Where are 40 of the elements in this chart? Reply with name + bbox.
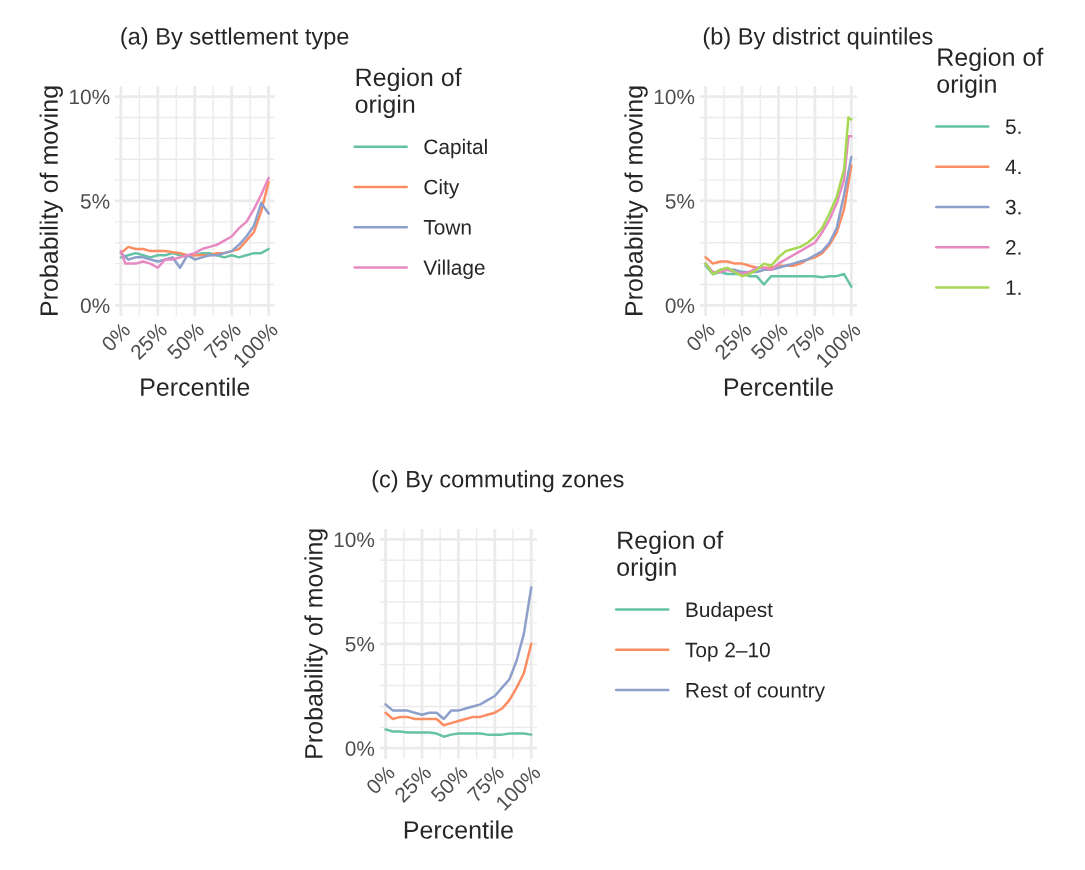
chart-title: (c) By commuting zones [372,470,624,493]
y-tick-label: 0% [665,298,695,314]
y-tick-label: 10% [334,532,375,548]
x-axis-title: Percentile [404,820,513,839]
x-tick-label: 0% [685,321,716,353]
legend-label: Budapest [686,601,773,622]
y-tick-label: 5% [80,194,110,209]
y-tick-label: 5% [665,194,695,209]
x-tick-label: 0% [100,321,132,353]
legend-label: 3. [1005,199,1021,215]
line-series [384,586,533,721]
legend-label: Capital [424,138,487,159]
x-axis-title: Percentile [141,377,250,396]
y-axis-title: Probability of moving [304,529,328,758]
legend-label: City [424,179,460,199]
legend-title: Region of origin [355,67,462,119]
line-series [119,176,270,270]
legend-label: Top 2–10 [685,642,770,662]
legend-label: 2. [1006,240,1021,255]
y-tick-label: 10% [70,89,110,105]
legend-label: 5. [1005,119,1021,135]
x-axis-title: Percentile [724,377,833,396]
legend-label: 1. [1006,280,1021,295]
chart-title: (a) By settlement type [121,27,349,50]
legend-label: Town [423,220,471,235]
legend-label: Rest of country [686,682,826,702]
line-series [384,728,533,738]
y-axis-title: Probability of moving [624,86,648,315]
legend-title: Region of origin [617,530,724,581]
chart-title: (b) By district quintiles [703,27,933,50]
y-tick-label: 10% [654,89,695,105]
x-tick-label: 0% [365,764,396,796]
y-tick-label: 5% [345,636,375,652]
legend-label: Village [423,259,485,280]
legend-label: 4. [1005,159,1021,175]
y-tick-label: 0% [80,298,110,314]
line-series [384,642,533,727]
y-tick-label: 0% [345,741,375,756]
legend-title: Region of origin [937,47,1044,98]
y-axis-title: Probability of moving [39,86,63,315]
